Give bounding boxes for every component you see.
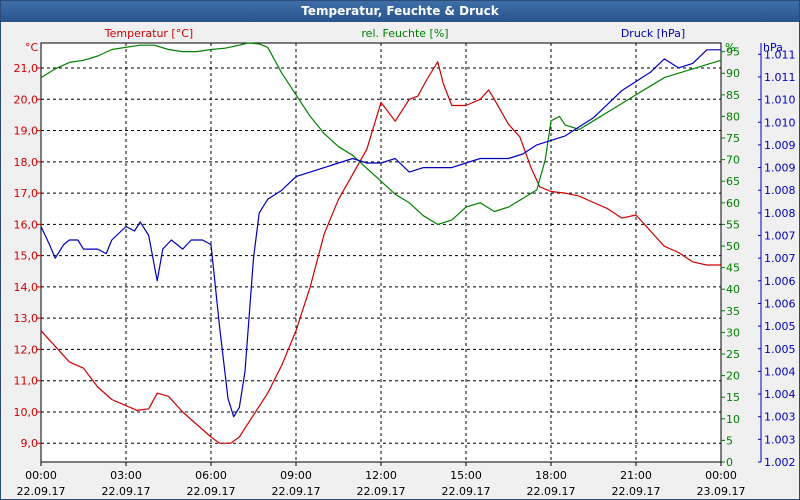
humidity-unit: % xyxy=(725,41,735,54)
temperature-tick-label: 11,0 xyxy=(14,375,39,388)
grid-lines xyxy=(41,43,721,462)
x-tick-date: 23.09.17 xyxy=(697,485,746,498)
humidity-tick-label: 60 xyxy=(726,197,740,210)
x-tick-date: 22.09.17 xyxy=(612,485,661,498)
humidity-axis: 0 5 10 15 20 25 30 35 40 45 50 55 60 65 70 75 80 85 90 95 xyxy=(721,46,740,469)
x-tick-date: 22.09.17 xyxy=(357,485,406,498)
humidity-line xyxy=(40,42,722,225)
humidity-tick-label: 75 xyxy=(726,132,740,145)
humidity-series-name: rel. Feuchte [%] xyxy=(361,27,448,40)
humidity-tick-label: 35 xyxy=(726,305,740,318)
pressure-line xyxy=(40,49,721,418)
time-axis: 00:00 22.09.17 03:00 22.09.17 06:00 22.09.17 0… xyxy=(17,462,746,498)
pressure-tick-label: 1.003 xyxy=(764,433,796,446)
x-tick-time: 12:00 xyxy=(365,469,397,482)
pressure-tick-label: 1.005 xyxy=(764,343,796,356)
pressure-tick-label: 1.006 xyxy=(764,297,796,310)
temperature-tick-label: 9,0 xyxy=(21,437,39,450)
humidity-tick-label: 0 xyxy=(726,456,733,469)
temperature-tick-label: 12,0 xyxy=(14,343,39,356)
pressure-tick-label: 1.010 xyxy=(764,116,796,129)
humidity-tick-label: 95 xyxy=(726,46,740,59)
x-tick-time: 09:00 xyxy=(280,469,312,482)
x-tick-date: 22.09.17 xyxy=(17,485,66,498)
temperature-series-name: Temperatur [°C] xyxy=(104,27,193,40)
pressure-tick-label: 1.009 xyxy=(764,162,796,175)
x-tick-time: 06:00 xyxy=(195,469,227,482)
x-tick-date: 22.09.17 xyxy=(187,485,236,498)
x-tick-time: 03:00 xyxy=(110,469,142,482)
pressure-tick-label: 1.011 xyxy=(764,48,796,61)
humidity-tick-label: 10 xyxy=(726,413,740,426)
x-tick-date: 22.09.17 xyxy=(527,485,576,498)
pressure-tick-label: 1.007 xyxy=(764,252,796,265)
x-tick-date: 22.09.17 xyxy=(442,485,491,498)
pressure-tick-label: 1.002 xyxy=(764,456,796,469)
humidity-tick-label: 70 xyxy=(726,154,740,167)
temperature-tick-label: 21,0 xyxy=(14,62,39,75)
temperature-tick-label: 17,0 xyxy=(14,187,39,200)
humidity-tick-label: 45 xyxy=(726,262,740,275)
pressure-axis: 1.002 1.003 1.003 1.004 1.004 1.005 1.005 1.006… xyxy=(758,43,796,469)
chart-svg: 9,0 10,0 11,0 12,0 13,0 14,0 15,0 16,0 17,0 18,0 1… xyxy=(14,27,796,498)
humidity-tick-label: 50 xyxy=(726,240,740,253)
x-tick-time: 00:00 xyxy=(705,469,737,482)
humidity-tick-label: 80 xyxy=(726,110,740,123)
x-tick-time: 18:00 xyxy=(535,469,567,482)
window-title: Temperatur, Feuchte & Druck xyxy=(1,1,799,22)
temperature-tick-label: 20,0 xyxy=(14,93,39,106)
humidity-tick-label: 40 xyxy=(726,283,740,296)
pressure-tick-label: 1.008 xyxy=(764,207,796,220)
pressure-tick-label: 1.011 xyxy=(764,71,796,84)
pressure-tick-label: 1.009 xyxy=(764,139,796,152)
humidity-tick-label: 85 xyxy=(726,89,740,102)
pressure-unit: hPa xyxy=(763,41,783,54)
pressure-tick-label: 1.010 xyxy=(764,94,796,107)
temperature-tick-label: 13,0 xyxy=(14,312,39,325)
humidity-tick-label: 90 xyxy=(726,67,740,80)
x-tick-date: 22.09.17 xyxy=(272,485,321,498)
humidity-tick-label: 5 xyxy=(726,434,733,447)
temperature-tick-label: 10,0 xyxy=(14,406,39,419)
temperature-tick-label: 16,0 xyxy=(14,218,39,231)
pressure-tick-label: 1.004 xyxy=(764,388,796,401)
temperature-line xyxy=(40,61,721,444)
temperature-tick-label: 14,0 xyxy=(14,281,39,294)
x-tick-time: 00:00 xyxy=(25,469,57,482)
series-lines xyxy=(40,42,722,444)
humidity-tick-label: 65 xyxy=(726,175,740,188)
pressure-tick-label: 1.003 xyxy=(764,411,796,424)
pressure-tick-label: 1.007 xyxy=(764,230,796,243)
humidity-tick-label: 20 xyxy=(726,370,740,383)
x-tick-time: 21:00 xyxy=(620,469,652,482)
pressure-tick-label: 1.005 xyxy=(764,320,796,333)
temperature-axis: 9,0 10,0 11,0 12,0 13,0 14,0 15,0 16,0 17,0 18,0 1… xyxy=(14,62,41,450)
humidity-tick-label: 25 xyxy=(726,348,740,361)
temperature-tick-label: 15,0 xyxy=(14,250,39,263)
pressure-tick-label: 1.006 xyxy=(764,275,796,288)
x-tick-date: 22.09.17 xyxy=(102,485,151,498)
x-tick-time: 15:00 xyxy=(450,469,482,482)
humidity-tick-label: 55 xyxy=(726,218,740,231)
humidity-tick-label: 15 xyxy=(726,391,740,404)
humidity-tick-label: 30 xyxy=(726,326,740,339)
pressure-series-name: Druck [hPa] xyxy=(621,27,685,40)
temperature-unit: °C xyxy=(25,41,39,54)
pressure-tick-label: 1.008 xyxy=(764,184,796,197)
temperature-tick-label: 18,0 xyxy=(14,156,39,169)
temperature-tick-label: 19,0 xyxy=(14,125,39,138)
pressure-tick-label: 1.004 xyxy=(764,365,796,378)
